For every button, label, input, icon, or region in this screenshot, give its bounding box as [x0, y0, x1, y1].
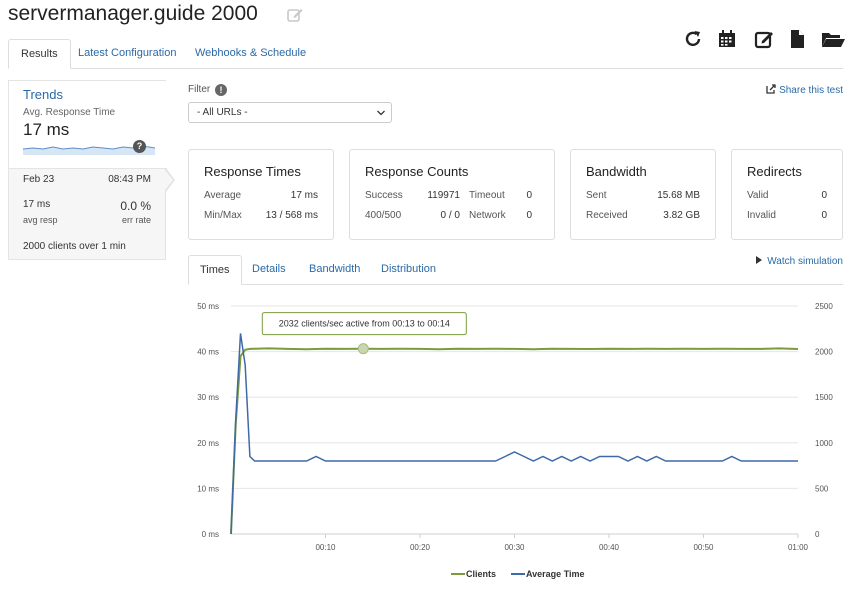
y-tick-label-left: 10 ms	[197, 484, 219, 493]
timeout-value: 0	[526, 190, 532, 201]
y-tick-label-right: 0	[815, 530, 820, 539]
card-title: Redirects	[747, 164, 802, 179]
share-icon	[766, 84, 776, 94]
main-tabs: Results Latest Configuration Webhooks & …	[8, 39, 843, 69]
clients-summary: 2000 clients over 1 min	[23, 241, 126, 252]
received-value: 3.82 GB	[663, 210, 700, 221]
average-time-series-line	[230, 333, 798, 535]
response-time-chart: 0 ms 10 ms 20 ms 30 ms 40 ms 50 ms 0 500 1000 150…	[197, 302, 833, 579]
url-filter-value: - All URLs -	[197, 107, 248, 118]
error-count-value: 0 / 0	[440, 210, 460, 221]
invalid-value: 0	[821, 210, 827, 221]
selected-arrow-inner	[165, 170, 173, 190]
x-tick-label: 00:40	[599, 543, 620, 552]
network-label: Network	[469, 210, 506, 221]
y-tick-label-left: 50 ms	[197, 302, 219, 311]
success-label: Success	[365, 190, 403, 201]
x-tick-label: 00:10	[315, 543, 336, 552]
share-test-label: Share this test	[779, 85, 843, 96]
avg-response-value: 17 ms	[23, 120, 70, 139]
card-title: Response Times	[204, 164, 301, 179]
response-counts-card: Response Counts Success 119971 Timeout 0…	[349, 149, 555, 240]
x-tick-label: 00:20	[410, 543, 431, 552]
tab-details[interactable]: Details	[252, 263, 286, 275]
x-tick-label: 01:00	[788, 543, 809, 552]
x-tick-label: 00:30	[504, 543, 525, 552]
x-tick-label: 00:50	[693, 543, 714, 552]
tab-distribution[interactable]: Distribution	[381, 263, 437, 275]
chart-tabs: Times Details Bandwidth Distribution	[188, 255, 843, 285]
folder-open-icon[interactable]	[820, 28, 846, 50]
tab-times[interactable]: Times	[188, 255, 242, 285]
y-tick-label-left: 30 ms	[197, 393, 219, 402]
y-tick-label-right: 2500	[815, 302, 833, 311]
avg-resp-value: 17 ms	[23, 199, 51, 210]
error-count-label: 400/500	[365, 210, 402, 221]
watch-simulation-label: Watch simulation	[767, 256, 843, 267]
average-label: Average	[204, 190, 242, 201]
tab-bandwidth[interactable]: Bandwidth	[309, 263, 361, 275]
invalid-label: Invalid	[747, 210, 776, 221]
err-rate-label: err rate	[121, 215, 151, 225]
y-tick-label-right: 2000	[815, 348, 833, 357]
y-tick-label-right: 500	[815, 484, 829, 493]
trend-sparkline	[23, 145, 155, 155]
info-icon[interactable]: !	[215, 84, 227, 96]
average-value: 17 ms	[290, 190, 318, 201]
trends-title[interactable]: Trends	[23, 87, 63, 102]
trends-panel: Trends Avg. Response Time 17 ms ? Feb 23…	[8, 80, 167, 260]
test-time: 08:43 PM	[108, 174, 151, 185]
received-label: Received	[586, 210, 628, 221]
legend-label-clients: Clients	[466, 569, 496, 579]
avg-response-label: Avg. Response Time	[23, 107, 116, 118]
err-rate-value: 0.0 %	[120, 199, 151, 213]
y-tick-label-right: 1500	[815, 393, 833, 402]
valid-label: Valid	[747, 190, 769, 201]
valid-value: 0	[821, 190, 827, 201]
help-icon[interactable]: ?	[133, 140, 146, 153]
sent-label: Sent	[586, 190, 607, 201]
network-value: 0	[526, 210, 532, 221]
avg-resp-label: avg resp	[23, 215, 58, 225]
y-tick-label-left: 40 ms	[197, 348, 219, 357]
card-title: Bandwidth	[586, 164, 647, 179]
y-tick-label-left: 20 ms	[197, 439, 219, 448]
bandwidth-card: Bandwidth Sent 15.68 MB Received 3.82 GB	[570, 149, 716, 240]
chevron-down-icon	[377, 110, 385, 116]
watch-simulation-link[interactable]: Watch simulation	[756, 256, 843, 267]
card-title: Response Counts	[365, 164, 469, 179]
tooltip-marker	[357, 343, 369, 355]
refresh-icon[interactable]	[682, 28, 704, 50]
minmax-label: Min/Max	[204, 210, 242, 221]
share-test-link[interactable]: Share this test	[766, 84, 843, 96]
trends-summary[interactable]: Trends Avg. Response Time 17 ms ?	[9, 81, 167, 169]
minmax-value: 13 / 568 ms	[265, 210, 318, 221]
page-title: servermanager.guide 2000	[8, 2, 258, 25]
url-filter-select[interactable]: - All URLs -	[188, 102, 392, 123]
tab-webhooks-schedule[interactable]: Webhooks & Schedule	[195, 47, 307, 59]
response-times-card: Response Times Average 17 ms Min/Max 13 …	[188, 149, 334, 240]
y-tick-label-right: 1000	[815, 439, 833, 448]
edit-title-icon[interactable]	[286, 6, 304, 24]
calendar-icon[interactable]	[716, 28, 738, 50]
redirects-card: Redirects Valid 0 Invalid 0	[731, 149, 843, 240]
legend-label-average-time: Average Time	[526, 569, 585, 579]
tab-results[interactable]: Results	[8, 39, 71, 69]
clients-series-line	[230, 347, 799, 535]
test-date: Feb 23	[23, 174, 55, 185]
tooltip-text: 2032 clients/sec active from 00:13 to 00…	[279, 319, 450, 329]
document-icon[interactable]	[786, 28, 808, 50]
filter-label: Filter	[188, 84, 211, 95]
timeout-label: Timeout	[469, 190, 505, 201]
tooltip-box	[261, 312, 467, 336]
edit-icon[interactable]	[753, 28, 775, 50]
play-icon	[756, 256, 763, 264]
success-value: 119971	[427, 190, 460, 201]
sent-value: 15.68 MB	[657, 190, 700, 201]
tab-latest-configuration[interactable]: Latest Configuration	[78, 47, 177, 59]
y-tick-label-left: 0 ms	[202, 530, 219, 539]
